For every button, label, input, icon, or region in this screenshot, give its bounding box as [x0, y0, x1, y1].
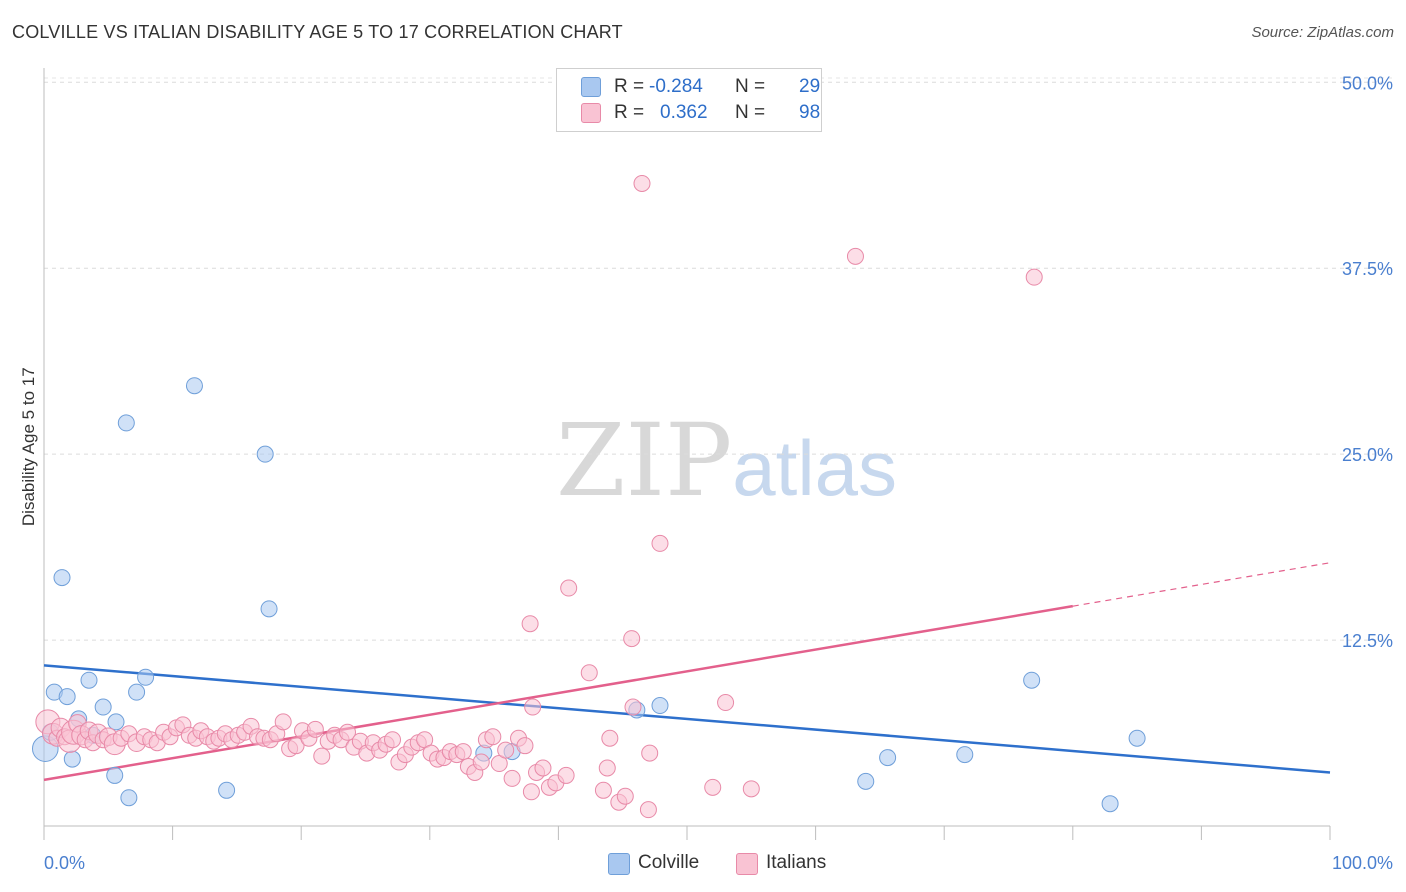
point-italians	[384, 731, 402, 749]
point-colville	[857, 772, 875, 790]
y-axis-title: Disability Age 5 to 17	[19, 367, 38, 526]
point-colville	[106, 766, 124, 784]
point-italians	[274, 713, 292, 731]
y-tick-label: 12.5%	[1342, 631, 1393, 651]
legend-r-value-italians: 0.362	[660, 102, 708, 123]
point-italians	[846, 247, 864, 265]
point-italians	[306, 720, 324, 738]
point-colville	[58, 688, 76, 706]
point-italians	[534, 759, 552, 777]
point-italians	[742, 780, 760, 798]
stats-legend: R = -0.284 N = 29 R = 0.362 N = 98	[556, 68, 822, 132]
point-italians	[516, 737, 534, 755]
x-tick-label-max: 100.0%	[1332, 853, 1393, 873]
point-italians	[560, 579, 578, 597]
x-tick-label-min: 0.0%	[44, 853, 85, 873]
point-italians	[633, 174, 651, 192]
point-italians	[717, 694, 735, 712]
trend-line-colville	[43, 664, 1331, 774]
point-italians	[338, 723, 356, 741]
point-colville	[1101, 795, 1119, 813]
legend-r-label: R =	[614, 102, 645, 123]
point-colville	[260, 600, 278, 618]
point-italians	[624, 698, 642, 716]
chart-title: COLVILLE VS ITALIAN DISABILITY AGE 5 TO …	[12, 22, 623, 42]
legend-n-label: N =	[735, 76, 766, 97]
point-italians	[594, 781, 612, 799]
point-italians	[497, 741, 515, 759]
point-italians	[472, 753, 490, 771]
legend-n-label: N =	[735, 102, 766, 123]
point-colville	[107, 713, 125, 731]
legend-swatch-colville	[581, 77, 601, 97]
axis-labels: 12.5% 25.0% 37.5% 50.0% 0.0% 100.0% Disability…	[19, 73, 1393, 873]
point-italians	[704, 778, 722, 796]
point-italians	[557, 766, 575, 784]
point-italians	[623, 630, 641, 648]
point-italians	[454, 743, 472, 761]
point-colville	[256, 445, 274, 463]
point-italians	[641, 744, 659, 762]
point-italians	[598, 759, 616, 777]
trend-line-extension-italians	[1072, 562, 1331, 607]
point-italians	[313, 747, 331, 765]
point-italians	[524, 698, 542, 716]
legend-swatch-italians	[581, 103, 601, 123]
point-colville	[1128, 729, 1146, 747]
point-colville	[117, 414, 135, 432]
point-colville	[53, 569, 71, 587]
bottom-legend-swatch-colville	[608, 853, 630, 875]
point-italians	[521, 615, 539, 633]
point-italians	[503, 769, 521, 787]
trend-lines	[43, 562, 1331, 782]
trend-line-italians	[43, 604, 1074, 782]
point-colville	[1023, 671, 1041, 689]
y-tick-label: 50.0%	[1342, 73, 1393, 93]
legend-r-label: R =	[614, 76, 645, 97]
point-italians	[287, 737, 305, 755]
point-colville	[185, 377, 203, 395]
point-colville	[137, 668, 155, 686]
point-italians	[601, 729, 619, 747]
point-colville	[956, 746, 974, 764]
point-italians	[1025, 268, 1043, 286]
point-italians	[522, 783, 540, 801]
y-tick-label: 25.0%	[1342, 445, 1393, 465]
legend-n-value-italians: 98	[799, 102, 821, 123]
point-colville	[879, 749, 897, 767]
point-colville	[80, 671, 98, 689]
point-colville	[63, 750, 81, 768]
point-italians	[580, 664, 598, 682]
gridlines	[44, 77, 1394, 641]
legend-n-value-colville: 29	[799, 76, 821, 97]
point-colville	[120, 789, 138, 807]
point-italians	[651, 534, 669, 552]
point-italians	[616, 787, 634, 805]
point-colville	[128, 683, 146, 701]
point-italians	[639, 801, 657, 819]
source-label: Source: ZipAtlas.com	[1251, 24, 1394, 41]
point-colville	[94, 698, 112, 716]
bottom-legend-label-italians: Italians	[766, 852, 827, 873]
legend-r-value-colville: -0.284	[649, 76, 703, 97]
y-tick-label: 37.5%	[1342, 259, 1393, 279]
axes	[43, 68, 1331, 840]
bottom-legend-swatch-italians	[736, 853, 758, 875]
bottom-legend-label-colville: Colville	[638, 852, 700, 873]
point-italians	[484, 728, 502, 746]
point-colville	[218, 781, 236, 799]
point-colville	[651, 697, 669, 715]
data-points	[31, 174, 1146, 819]
